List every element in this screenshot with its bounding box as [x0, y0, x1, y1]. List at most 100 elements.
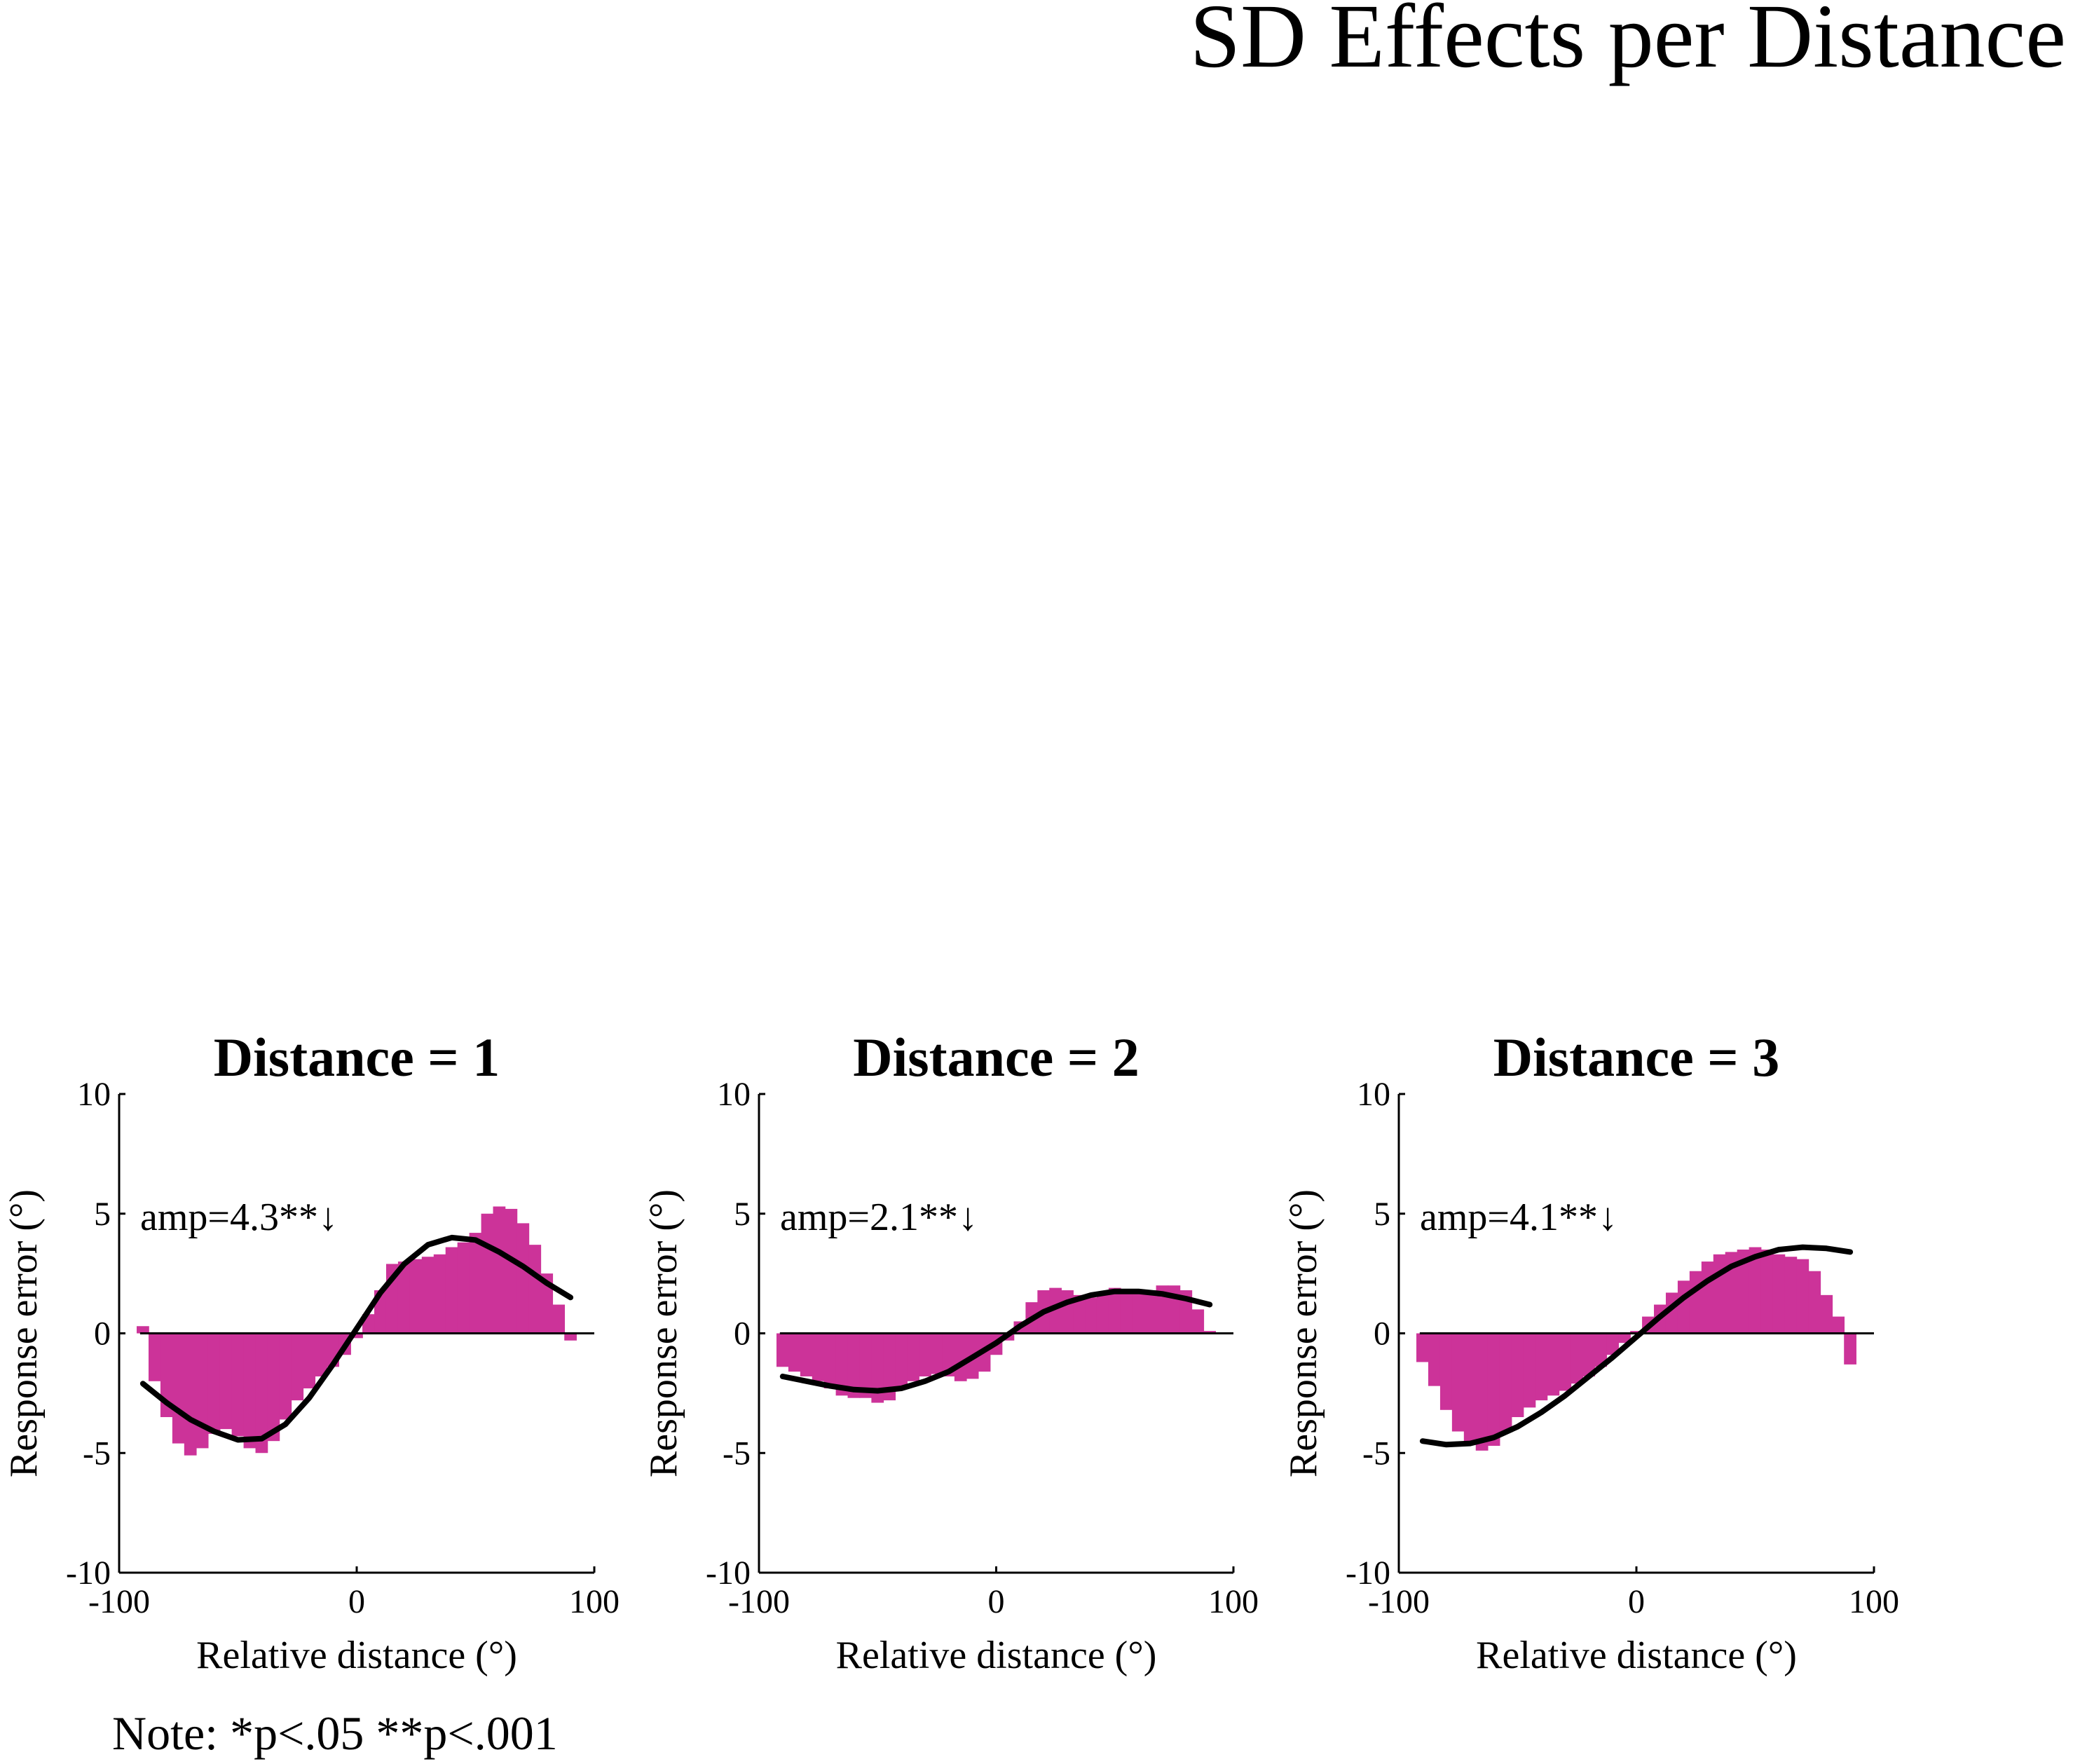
bar-mark: [196, 1333, 209, 1449]
y-tick-label: -10: [706, 1554, 751, 1592]
bar-mark: [255, 1333, 268, 1454]
significance-note: Note: *p<.05 **p<.001: [112, 1707, 558, 1760]
fit-curve-line: [779, 1288, 1213, 1394]
bar-mark: [1701, 1262, 1714, 1334]
bar-mark: [1535, 1333, 1548, 1401]
bar-mark: [397, 1262, 411, 1334]
bar-mark: [207, 1333, 221, 1434]
y-axis-label: Response error (°): [642, 1189, 685, 1477]
bar-mark: [457, 1242, 470, 1334]
bar-mark: [1203, 1331, 1217, 1334]
bar-mark: [1416, 1333, 1429, 1362]
bar-mark: [1784, 1257, 1798, 1334]
bar-mark: [1511, 1333, 1524, 1418]
bar-mark: [1073, 1294, 1086, 1334]
y-tick-label: -5: [1362, 1435, 1390, 1472]
bar-mark: [505, 1208, 518, 1334]
bar-mark: [469, 1233, 482, 1334]
bar-mark: [279, 1333, 292, 1420]
bar-mark: [931, 1333, 943, 1374]
bar-mark: [160, 1333, 173, 1418]
bar-mark: [776, 1333, 789, 1367]
bar-mark: [835, 1333, 849, 1396]
bar-mark: [267, 1333, 280, 1442]
bar-mark: [942, 1333, 955, 1376]
bar-mark: [1606, 1333, 1619, 1355]
bar-mark: [1120, 1290, 1133, 1334]
bar-mark: [883, 1333, 896, 1401]
bar-mark: [481, 1213, 494, 1334]
x-tick-label: -100: [728, 1583, 790, 1620]
bar-mark: [516, 1223, 530, 1334]
bar-mark: [859, 1333, 873, 1398]
bar-mark: [919, 1333, 931, 1376]
x-tick-label: -100: [88, 1583, 150, 1620]
bar-mark: [231, 1333, 245, 1437]
y-tick-label: -10: [1346, 1554, 1390, 1592]
y-tick-label: 10: [1357, 1076, 1390, 1113]
bar-mark: [1582, 1333, 1596, 1376]
bar-mark: [1475, 1333, 1489, 1451]
bar-mark: [1559, 1333, 1572, 1391]
bar-mark: [493, 1206, 506, 1334]
bar-mark: [1061, 1290, 1074, 1334]
y-tick-label: 5: [734, 1196, 751, 1233]
bar-mark: [871, 1333, 884, 1403]
panel-title: Distance = 3: [1493, 1027, 1779, 1088]
panel-title: Distance = 2: [853, 1027, 1139, 1088]
bar-mark: [184, 1333, 197, 1456]
bar-mark: [243, 1333, 256, 1449]
bar-mark: [847, 1333, 861, 1398]
y-tick-label: 10: [717, 1076, 751, 1113]
bar-mark: [1487, 1333, 1500, 1447]
y-tick-label: 5: [1374, 1196, 1390, 1233]
bar-mark: [433, 1254, 446, 1334]
bar-mark: [1808, 1271, 1821, 1334]
bar-mark: [137, 1326, 149, 1334]
panel-distance-2: -10 -5 0 5 10 -100 0 100 Distance = 2 amp=2.1**↓ R…: [642, 1027, 1259, 1677]
y-axis-label: Response error (°): [1282, 1189, 1325, 1477]
y-tick-label: 5: [94, 1196, 111, 1233]
y-tick-label: 10: [77, 1076, 111, 1113]
x-axis-label: Relative distance (°): [196, 1634, 517, 1677]
x-tick-label: 100: [1208, 1583, 1259, 1620]
bar-mark: [788, 1333, 801, 1372]
y-tick-label: -10: [66, 1554, 111, 1592]
y-axis-label: Response error (°): [2, 1189, 46, 1477]
bar-mark: [219, 1333, 233, 1430]
bar-mark: [1451, 1333, 1465, 1432]
x-tick-label: -100: [1368, 1583, 1430, 1620]
amplitude-annotation: amp=2.1**↓: [780, 1196, 978, 1239]
bar-mark: [1832, 1316, 1845, 1334]
bar-mark: [1713, 1254, 1726, 1334]
bar-mark: [1571, 1333, 1584, 1384]
bar-mark: [907, 1333, 919, 1381]
bar-mark: [1499, 1333, 1512, 1432]
bar-mark: [1132, 1292, 1145, 1334]
x-tick-label: 100: [1849, 1583, 1899, 1620]
bar-mark: [1144, 1290, 1157, 1334]
panel-distance-1: -10 -5 0 5 10 -100 0 100 Distance = 1 amp=4.3**↓ R…: [2, 1027, 620, 1677]
bar-mark: [1523, 1333, 1536, 1408]
bar-mark: [1439, 1333, 1453, 1410]
bar-mark: [172, 1333, 185, 1444]
bar-mark: [1594, 1333, 1608, 1367]
bar-mark: [1156, 1285, 1169, 1334]
bar-mark: [148, 1333, 161, 1381]
figure-title: SD Effects per Distance: [1190, 0, 2066, 87]
bar-mark: [895, 1333, 908, 1389]
fit-curve-line: [139, 1234, 574, 1443]
bar-mark: [1108, 1287, 1121, 1334]
amplitude-annotation: amp=4.1**↓: [1420, 1196, 1617, 1239]
bar-mark: [564, 1333, 577, 1341]
bar-mark: [303, 1333, 316, 1389]
bar-mark: [421, 1257, 435, 1334]
panel-title: Distance = 1: [214, 1027, 500, 1088]
bar-mark: [1760, 1249, 1774, 1334]
bar-mark: [552, 1304, 566, 1334]
x-tick-label: 100: [569, 1583, 620, 1620]
x-axis-label: Relative distance (°): [1476, 1634, 1797, 1677]
bar-mark: [954, 1333, 967, 1381]
fit-curve-line: [1419, 1244, 1854, 1448]
